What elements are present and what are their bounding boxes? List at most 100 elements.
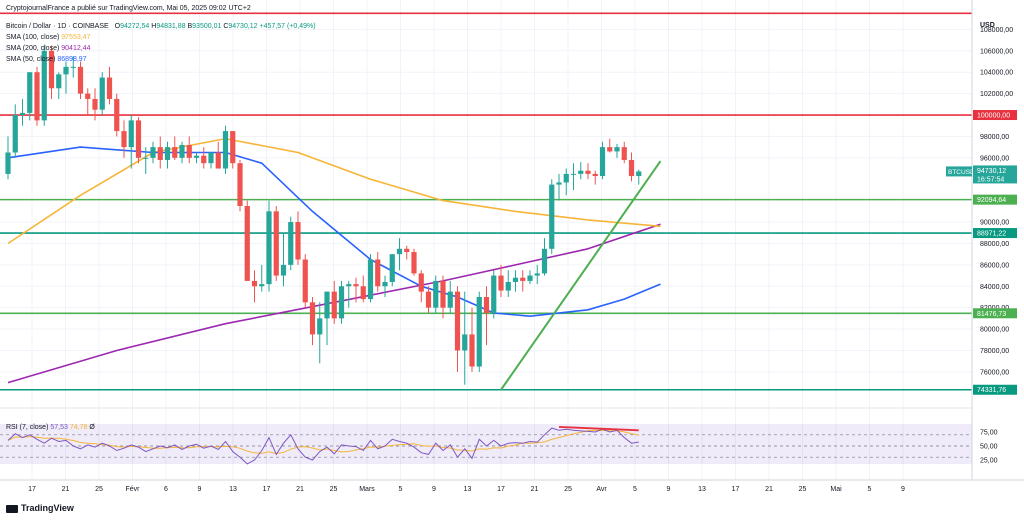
candle-body[interactable] — [353, 284, 359, 287]
candle-body[interactable] — [244, 206, 250, 281]
indicator-sma50[interactable]: SMA (50, close) 86898,97 — [6, 55, 87, 64]
candle-body[interactable] — [34, 72, 40, 121]
price-axis[interactable]: 108000,00 106000,00 104000,00 102000,00 9800… — [946, 27, 1017, 465]
candle-body[interactable] — [614, 147, 620, 152]
candle-body[interactable] — [135, 120, 142, 158]
price-level-badge[interactable] — [973, 110, 1017, 121]
candle-body[interactable] — [592, 173, 598, 177]
candle-body[interactable] — [193, 155, 200, 158]
candle-body[interactable] — [425, 291, 432, 308]
candle-body[interactable] — [491, 275, 497, 314]
candle-body[interactable] — [331, 291, 337, 319]
last-price-badge[interactable] — [973, 165, 1017, 184]
horizontal-levels[interactable] — [0, 12, 972, 391]
candle-body[interactable] — [186, 144, 192, 158]
sma200-line[interactable] — [7, 223, 661, 384]
candle-body[interactable] — [520, 277, 526, 281]
candle-body[interactable] — [99, 77, 105, 110]
candle-body[interactable] — [92, 98, 98, 110]
candle-body[interactable] — [462, 334, 468, 351]
candle-body[interactable] — [237, 163, 243, 206]
candle-body[interactable] — [295, 222, 301, 260]
candle-body[interactable] — [505, 281, 511, 291]
candle-body[interactable] — [346, 284, 352, 287]
candle-body[interactable] — [512, 277, 519, 282]
candle-body[interactable] — [469, 334, 475, 367]
symbol-badge[interactable] — [946, 166, 972, 177]
price-level-badge[interactable] — [973, 384, 1017, 395]
candle-body[interactable] — [556, 182, 562, 185]
symbol-title[interactable]: Bitcoin / Dollar · 1D · COINBASE — [6, 23, 109, 30]
candle-body[interactable] — [599, 147, 606, 177]
rsi-line[interactable] — [7, 427, 639, 465]
candle-body[interactable] — [128, 120, 134, 148]
candle-body[interactable] — [396, 248, 403, 255]
candle-body[interactable] — [259, 284, 265, 287]
price-level-badge[interactable] — [973, 228, 1017, 239]
indicator-sma100[interactable]: SMA (100, close) 97553,47 — [6, 33, 90, 42]
candle-body[interactable] — [628, 159, 635, 177]
candle-body[interactable] — [411, 252, 417, 274]
candle-body[interactable] — [77, 66, 84, 94]
candle-body[interactable] — [549, 184, 555, 249]
candle-body[interactable] — [563, 173, 569, 183]
candle-body[interactable] — [280, 264, 287, 276]
candles[interactable] — [5, 45, 642, 385]
rsi-divergence-line[interactable] — [558, 426, 639, 432]
candle-body[interactable] — [41, 50, 47, 121]
ascending-trendline[interactable] — [500, 160, 662, 391]
candle-body[interactable] — [302, 259, 308, 303]
candle-body[interactable] — [85, 93, 91, 99]
candle-body[interactable] — [317, 318, 323, 335]
candle-body[interactable] — [418, 273, 424, 292]
candle-body[interactable] — [324, 291, 330, 319]
candle-body[interactable] — [157, 147, 163, 160]
candle-body[interactable] — [114, 98, 120, 132]
candle-body[interactable] — [454, 291, 461, 351]
candle-body[interactable] — [498, 275, 504, 291]
candle-body[interactable] — [179, 144, 185, 158]
candle-body[interactable] — [360, 286, 366, 300]
candle-body[interactable] — [215, 152, 221, 169]
candle-body[interactable] — [375, 259, 381, 287]
candle-body[interactable] — [19, 112, 26, 116]
trendline[interactable] — [500, 160, 662, 391]
candle-body[interactable] — [150, 147, 156, 158]
candle-body[interactable] — [56, 74, 62, 89]
candle-body[interactable] — [570, 173, 577, 175]
candle-body[interactable] — [578, 170, 584, 174]
candle-body[interactable] — [208, 152, 214, 164]
candle-body[interactable] — [440, 280, 446, 308]
currency-label[interactable]: USD — [980, 22, 995, 29]
candle-body[interactable] — [433, 280, 439, 308]
candle-body[interactable] — [338, 286, 345, 319]
rsi-legend[interactable]: RSI (7, close) 57,53 74,78 Ø — [6, 423, 95, 432]
candle-body[interactable] — [404, 248, 410, 253]
candle-body[interactable] — [48, 50, 55, 89]
candle-body[interactable] — [106, 77, 113, 99]
candle-body[interactable] — [230, 131, 236, 164]
candle-body[interactable] — [222, 131, 229, 169]
tradingview-logo[interactable]: TradingView — [6, 503, 74, 513]
candle-body[interactable] — [12, 115, 18, 153]
candle-body[interactable] — [273, 211, 279, 276]
candle-body[interactable] — [309, 302, 316, 335]
candle-body[interactable] — [172, 147, 178, 158]
candle-body[interactable] — [621, 147, 627, 160]
candle-body[interactable] — [534, 273, 540, 276]
candle-body[interactable] — [483, 296, 490, 314]
candle-body[interactable] — [266, 211, 272, 285]
candle-body[interactable] — [541, 248, 548, 274]
candle-body[interactable] — [5, 152, 11, 174]
candle-body[interactable] — [121, 131, 127, 148]
candle-body[interactable] — [27, 72, 33, 113]
candle-body[interactable] — [70, 66, 76, 68]
candle-body[interactable] — [389, 254, 395, 282]
candle-body[interactable] — [63, 66, 69, 75]
rsi-pane[interactable] — [0, 426, 972, 465]
candle-body[interactable] — [447, 291, 453, 308]
candle-body[interactable] — [476, 296, 482, 367]
candle-body[interactable] — [607, 147, 613, 152]
candle-body[interactable] — [251, 280, 258, 287]
